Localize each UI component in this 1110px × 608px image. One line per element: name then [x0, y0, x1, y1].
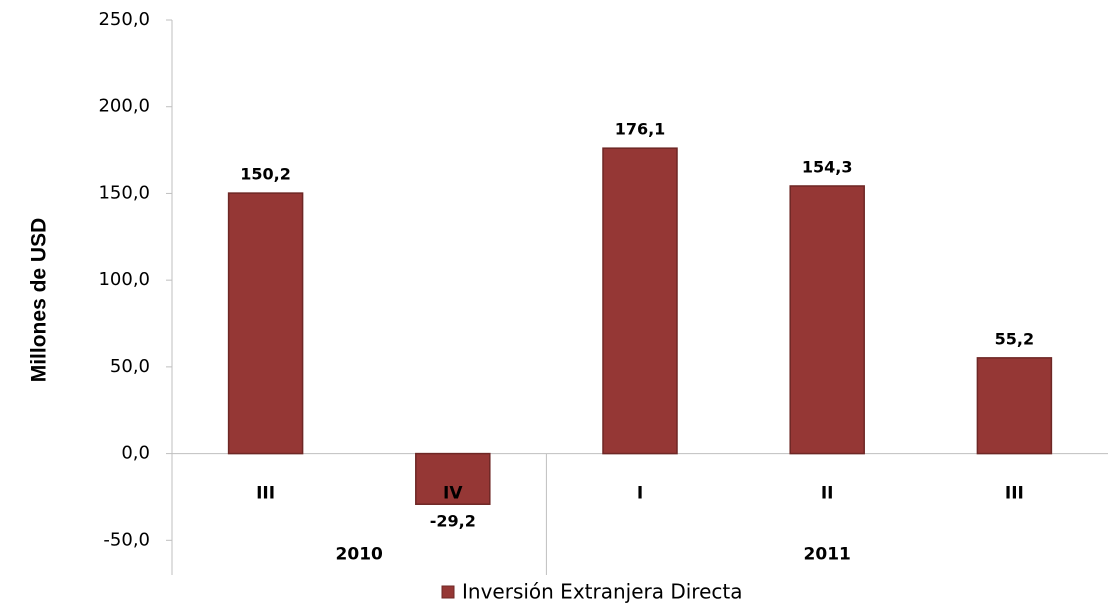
legend-label: Inversión Extranjera Directa	[462, 580, 743, 604]
y-tick-label: 50,0	[110, 356, 150, 377]
bar	[976, 357, 1053, 455]
legend-swatch	[441, 585, 455, 599]
value-label: 176,1	[615, 120, 666, 139]
y-tick-label: -50,0	[103, 529, 150, 550]
bar	[789, 185, 865, 455]
x-tick-label: IV	[443, 484, 463, 504]
value-label: 154,3	[802, 157, 853, 176]
bar	[227, 192, 304, 455]
x-tick-label: III	[256, 484, 275, 504]
group-label: 2011	[804, 545, 851, 565]
y-tick-label: 100,0	[98, 269, 150, 290]
bar	[602, 147, 678, 455]
x-tick-label: III	[1005, 484, 1024, 504]
bar	[415, 452, 491, 505]
value-label: 55,2	[995, 329, 1034, 348]
y-tick-label: 150,0	[98, 182, 150, 203]
value-label: -29,2	[430, 512, 476, 531]
x-tick-label: I	[637, 484, 643, 504]
y-axis-label: Millones de USD	[28, 218, 51, 383]
y-tick-label: 0,0	[121, 443, 150, 464]
y-tick-label: 200,0	[98, 96, 150, 117]
value-label: 150,2	[240, 165, 291, 184]
y-tick-label: 250,0	[98, 9, 150, 30]
group-label: 2010	[336, 545, 383, 565]
x-tick-label: II	[821, 484, 834, 504]
